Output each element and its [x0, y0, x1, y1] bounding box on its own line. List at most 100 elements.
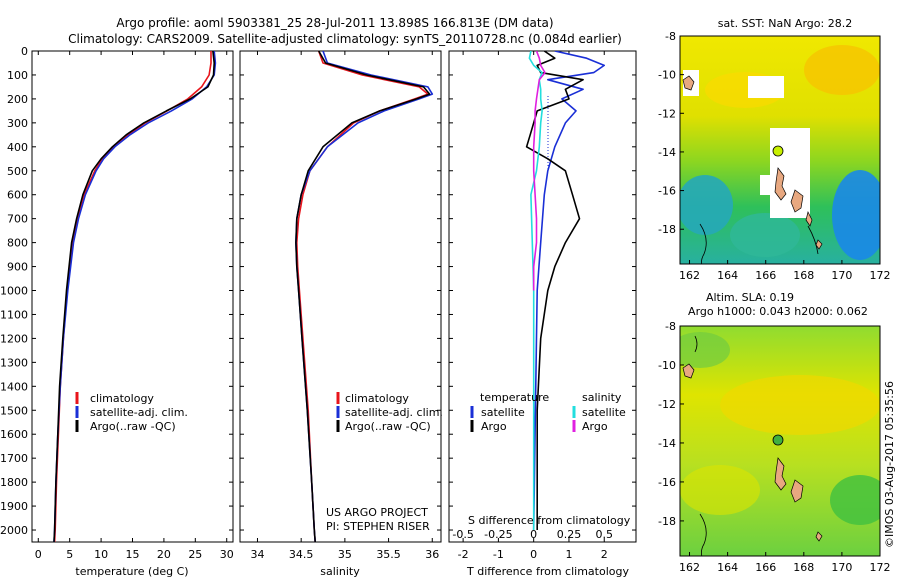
map-y-tick-label: -10 [658, 359, 676, 372]
x-tick-label: 1 [565, 548, 572, 561]
bathymetry-contour [694, 335, 698, 353]
legend-label-satellite: satellite-adj. clim. [90, 406, 188, 419]
s-tick-label: -0.25 [484, 528, 512, 541]
depth-tick-label: 600 [7, 189, 28, 202]
map-x-tick-label: 170 [831, 269, 852, 282]
map-x-tick-label: 162 [679, 561, 700, 574]
legend-label-argo: Argo(..raw -QC) [345, 420, 431, 433]
pi-label: PI: STEPHEN RISER [326, 520, 430, 533]
x-tick-label: 35.5 [376, 548, 401, 561]
map-y-tick-label: -18 [658, 223, 676, 236]
sst-warm-patch [804, 45, 880, 95]
sla-map-frame [679, 325, 881, 557]
s-tick-label: 0.25 [557, 528, 582, 541]
map-x-tick-label: 166 [755, 561, 776, 574]
map-x-tick-label: 168 [793, 561, 814, 574]
bathymetry-contour [699, 513, 707, 556]
depth-tick-label: 200 [7, 93, 28, 106]
map-y-tick-label: -10 [658, 69, 676, 82]
map-x-tick-label: 164 [717, 561, 738, 574]
map-y-tick-label: -14 [658, 437, 676, 450]
map-x-tick-label: 166 [755, 269, 776, 282]
series-line-climatology [53, 51, 212, 542]
salinity-series [295, 51, 434, 542]
series-line-salinity-argo [532, 51, 546, 291]
x-tick-label: 0 [35, 548, 42, 561]
salinity-legend: climatology satellite-adj. clim. Argo(..… [336, 392, 443, 433]
map-y-tick-label: -8 [665, 30, 676, 43]
legend-label-climatology: climatology [345, 392, 409, 405]
temperature-legend: climatology satellite-adj. clim. Argo(..… [75, 392, 188, 433]
legend-label-argo: Argo(..raw -QC) [90, 420, 176, 433]
salinity-axis: 34 34.5 35 35.5 36 [240, 50, 441, 561]
x-tick-label: -1 [493, 548, 504, 561]
depth-tick-label: 100 [7, 69, 28, 82]
island-shape [774, 167, 787, 201]
depth-tick-label: 0 [21, 45, 28, 58]
salinity-xlabel: salinity [320, 565, 360, 578]
series-line-temperature-argo [525, 51, 584, 530]
island-shape [682, 363, 695, 379]
x-tick-label: 15 [126, 548, 140, 561]
temperature-xlabel: temperature (deg C) [75, 565, 188, 578]
depth-tick-label: 500 [7, 165, 28, 178]
argo-location-marker [772, 434, 784, 446]
island-shape [790, 189, 804, 213]
map-x-tick-label: 170 [831, 561, 852, 574]
s-diff-label: S difference from climatology [468, 514, 631, 527]
sst-map [680, 36, 880, 264]
map-y-tick-label: -16 [658, 185, 676, 198]
salinity-panel [239, 50, 442, 543]
depth-tick-label: 1600 [0, 428, 28, 441]
sla-map-subtitle: Argo h1000: 0.043 h2000: 0.062 [688, 305, 868, 318]
x-tick-label: 10 [94, 548, 108, 561]
sla-high-patch [720, 375, 880, 435]
x-tick-label: 0 [530, 548, 537, 561]
sst-cloud-gap [748, 76, 784, 98]
x-tick-label: 34 [250, 548, 264, 561]
island-shape [790, 479, 804, 503]
legend-label-s-satellite: satellite [582, 406, 626, 419]
map-x-tick-label: 172 [870, 561, 891, 574]
sst-map-axes: 162 164 166 168 170 172 -8 -10 -12 -14 -16 -18 [658, 30, 890, 282]
depth-tick-label: 800 [7, 237, 28, 250]
depth-tick-label: 1400 [0, 380, 28, 393]
map-x-tick-label: 168 [793, 269, 814, 282]
depth-tick-label: 1100 [0, 308, 28, 321]
island-shape [774, 457, 787, 491]
depth-tick-label: 900 [7, 261, 28, 274]
temperature-series [53, 51, 217, 542]
legend-label-t-satellite: satellite [481, 406, 525, 419]
difference-panel [448, 50, 637, 543]
project-label: US ARGO PROJECT [326, 506, 428, 519]
island-shape [805, 210, 813, 227]
sst-cool-patch [680, 175, 733, 235]
depth-tick-label: 300 [7, 117, 28, 130]
map-y-tick-label: -8 [665, 320, 676, 333]
x-tick-label: 25 [188, 548, 202, 561]
sst-cloud-gap [770, 128, 810, 218]
series-line-climatology [295, 51, 429, 542]
series-line-satellite-adj-clim- [53, 51, 217, 542]
x-tick-label: 2 [601, 548, 608, 561]
sst-map-title: sat. SST: NaN Argo: 28.2 [718, 17, 852, 30]
series-line-satellite-adj-clim- [295, 51, 434, 542]
map-x-tick-label: 172 [870, 269, 891, 282]
x-tick-label: 34.5 [289, 548, 314, 561]
depth-tick-label: 1200 [0, 332, 28, 345]
depth-tick-label: 1800 [0, 476, 28, 489]
sla-low-patch [680, 332, 730, 368]
depth-tick-label: 1300 [0, 356, 28, 369]
legend-label-satellite: satellite-adj. clim. [345, 406, 443, 419]
s-tick-label: 0 [530, 528, 537, 541]
legend-salinity-header: salinity [582, 391, 622, 404]
sst-map-frame [679, 35, 881, 265]
legend-temperature-header: temperature [480, 391, 549, 404]
map-y-tick-label: -12 [658, 107, 676, 120]
island-shape [815, 239, 823, 250]
series-line-argo-raw-qc- [53, 51, 215, 542]
depth-tick-label: 1000 [0, 285, 28, 298]
map-y-tick-label: -18 [658, 515, 676, 528]
x-tick-label: 35 [338, 548, 352, 561]
